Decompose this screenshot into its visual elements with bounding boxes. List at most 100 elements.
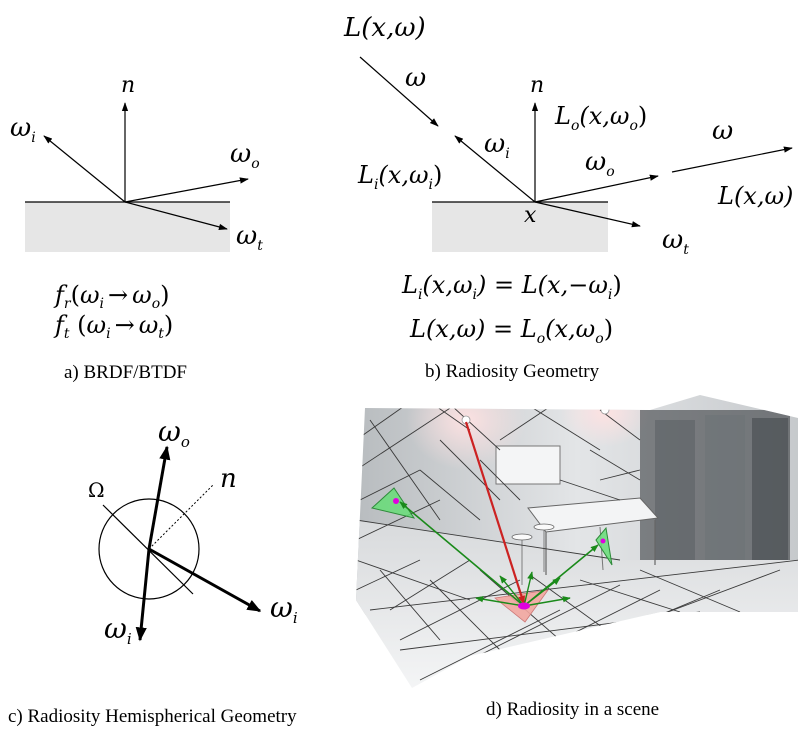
arrow: →: [108, 281, 128, 309]
args: (x,: [378, 161, 409, 189]
L: L: [554, 102, 571, 130]
incoming-radiance-label: L(x,ω): [343, 13, 426, 43]
sub-o: o: [571, 118, 579, 134]
sub-i: i: [429, 177, 433, 193]
args: (x,: [579, 102, 610, 130]
green-ray-short: [499, 575, 525, 607]
sub-o: o: [629, 118, 637, 134]
omega: ω: [80, 281, 100, 309]
point-x-label: x: [524, 203, 537, 228]
sub-i: i: [608, 287, 612, 303]
magenta-point-wall: [393, 498, 399, 504]
stool-seat: [511, 533, 533, 541]
omega-label: ω: [405, 63, 426, 93]
panel-b-radiosity-geometry: L(x,ω) ω n ωi Lo(x,ωo) ωo ω Li(x,ωi) x L…: [343, 13, 793, 382]
args: (x,: [422, 271, 453, 299]
paren: (: [70, 311, 87, 339]
omega: ω: [158, 415, 181, 448]
window: [495, 445, 561, 485]
omega-o-label: ωo: [230, 139, 260, 172]
sub-r: r: [64, 296, 72, 312]
sub-i: i: [473, 287, 477, 303]
omega: ω: [585, 147, 606, 177]
cabinet-panel: [705, 415, 745, 585]
equals: ) = L(x,−: [476, 271, 588, 299]
caption-a: a) BRDF/BTDF: [64, 362, 187, 383]
outgoing-ray: [534, 174, 659, 203]
omega: ω: [662, 225, 683, 255]
sub-o: o: [181, 433, 190, 451]
caption-c: c) Radiosity Hemispherical Geometry: [8, 706, 297, 727]
green-ray-short: [475, 596, 525, 607]
omega-o-label: ωo: [585, 147, 615, 180]
normal-label: n: [121, 73, 135, 98]
omega-i-right-arrow: [148, 547, 262, 613]
omega: ω: [10, 113, 31, 143]
incident-ray: [43, 135, 126, 203]
paren: ): [433, 161, 442, 189]
sub-i: i: [374, 177, 378, 193]
omega: ω: [236, 221, 257, 251]
args: (x,: [545, 315, 576, 343]
scene-render: [356, 395, 798, 688]
caption-d: d) Radiosity in a scene: [486, 699, 659, 720]
surface-block: [432, 202, 608, 252]
sub-t: t: [64, 326, 70, 342]
panel-d-scene: d) Radiosity in a scene: [356, 395, 798, 720]
omega-i-down-label: ωi: [104, 612, 132, 648]
L: L: [401, 271, 418, 299]
transmitted-ray: [124, 201, 228, 230]
incoming-direction-arrow: [359, 56, 439, 127]
omega: ω: [588, 271, 608, 299]
omega: ω: [139, 311, 159, 339]
sub-o: o: [152, 296, 160, 312]
normal-label: n: [530, 73, 544, 98]
omega: ω: [409, 161, 429, 189]
omega-o-label: ωo: [158, 415, 190, 451]
btdf-expression: ft (ωi → ωt): [53, 311, 173, 342]
sub-o: o: [606, 164, 614, 180]
sub-t: t: [683, 242, 689, 258]
outgoing-radiance-label: Lo(x,ωo): [554, 102, 647, 134]
equation-outgoing: L(x,ω) = Lo(x,ωo): [409, 315, 613, 347]
solid-angle-label: Ω: [88, 478, 105, 502]
sub-i: i: [505, 146, 509, 162]
equation-incident: Li(x,ωi) = L(x,−ωi): [401, 271, 622, 303]
omega: ω: [87, 311, 107, 339]
omega-t-label: ωt: [236, 221, 263, 254]
arrow: →: [115, 311, 135, 339]
surface-block: [25, 202, 230, 252]
omega: ω: [132, 281, 152, 309]
paren: ): [612, 271, 621, 299]
omega-i-down-arrow: [135, 548, 151, 642]
paren: (: [71, 281, 80, 309]
ceiling-light-right: [600, 405, 610, 415]
L: L: [357, 161, 374, 189]
hemisphere-circle: [98, 498, 200, 600]
panel-c-hemispherical-geometry: Ω n ωo ωi ωi c) Radiosity Hemispherical …: [8, 415, 298, 727]
omega: ω: [230, 139, 251, 169]
omega-t-label: ωt: [662, 225, 689, 258]
paren: ): [160, 281, 169, 309]
omega-i-label: ωi: [10, 113, 36, 146]
omega-o-arrow: [147, 445, 171, 550]
panel-a-brdf: n ωi ωo ωt fr(ωi → ωo) ft (ωi → ωt) a) BRDF/…: [10, 73, 263, 383]
omega: ω: [576, 315, 596, 343]
sub-i: i: [293, 609, 298, 627]
outgoing-direction-arrow: [671, 146, 793, 173]
incident-ray: [454, 135, 536, 203]
omega: ω: [104, 612, 127, 645]
omega: ω: [270, 591, 293, 624]
omega: ω: [484, 129, 505, 159]
sub-i: i: [106, 326, 110, 342]
omega: ω: [610, 102, 630, 130]
sub-i: i: [31, 130, 35, 146]
omega-i-label: ωi: [484, 129, 510, 162]
transmitted-ray: [534, 201, 641, 228]
outgoing-field-label: L(x,ω): [717, 182, 793, 210]
omega: ω: [453, 271, 473, 299]
green-ray-short: [523, 577, 561, 607]
caption-b: b) Radiosity Geometry: [425, 361, 600, 382]
